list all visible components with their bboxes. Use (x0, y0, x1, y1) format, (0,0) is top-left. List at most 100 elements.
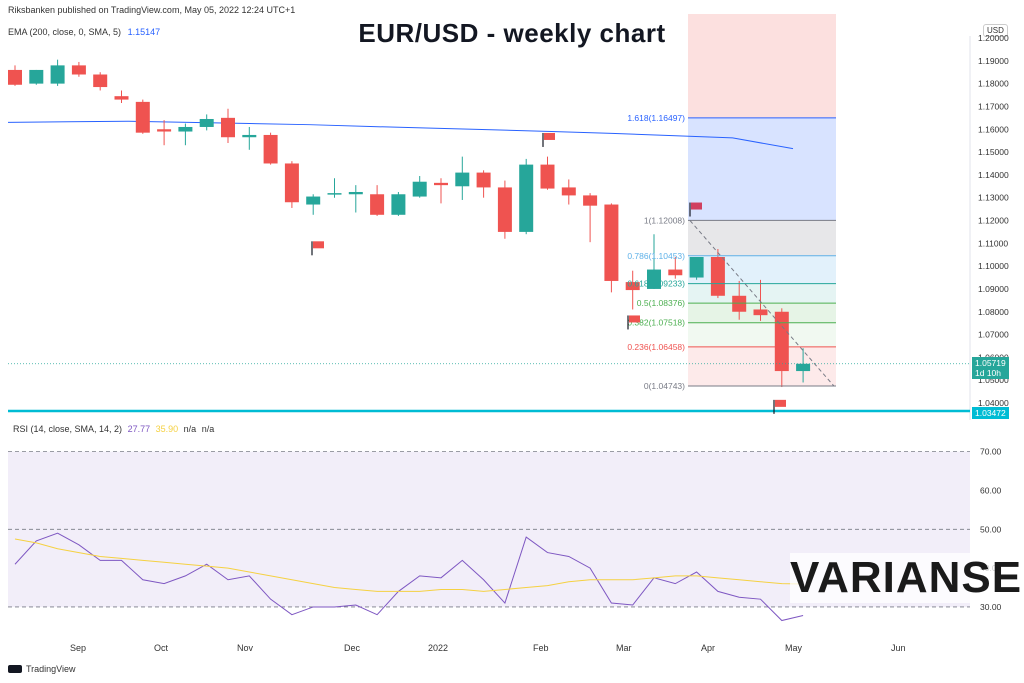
fib-level-label: 0(1.04743) (644, 381, 685, 391)
rsi-ma-value: 35.90 (155, 424, 179, 434)
candle-body (412, 181, 427, 197)
last-price-tag: 1.05719 1d 10h (972, 357, 1009, 379)
varianse-logo: VARIANSE (790, 553, 1023, 603)
x-axis-tick-label: May (785, 643, 803, 653)
candle-body (29, 69, 44, 84)
fib-zone-top (688, 14, 836, 118)
chart-title: EUR/USD - weekly chart (358, 18, 666, 48)
rsi-y-tick-label: 70.00 (980, 447, 1002, 457)
x-axis-tick-label: Sep (70, 643, 87, 653)
fib-level-label: 0.618(1.09233) (627, 279, 685, 289)
candle-body (561, 187, 576, 196)
currency-button[interactable]: USD (983, 24, 1008, 37)
fib-zone-1 (688, 220, 836, 256)
candle-body (710, 257, 725, 296)
candle-body (497, 187, 512, 232)
flag-marker (629, 315, 640, 323)
last-price-value: 1.05719 (975, 358, 1006, 368)
ema-indicator-legend[interactable]: EMA (200, close, 0, SMA, 5) 1.15147 (8, 27, 160, 37)
rsi-line (14, 532, 804, 622)
candle-body (370, 194, 385, 215)
candle-body (135, 101, 150, 133)
candle-body (455, 172, 470, 187)
candle-body (583, 195, 598, 206)
price-y-tick-label: 1.17000 (978, 101, 1009, 111)
rsi-value: 27.77 (127, 424, 151, 434)
ema-label: EMA (200, close, 0, SMA, 5) (8, 27, 122, 37)
candle-body (157, 129, 172, 132)
flag-marker (775, 399, 786, 407)
x-axis-tick-label: Dec (344, 643, 361, 653)
fib-level-label: 0.786(1.10453) (627, 251, 685, 261)
x-axis-tick-label: Mar (616, 643, 632, 653)
fib-level-label: 0.236(1.06458) (627, 342, 685, 352)
candle-body (604, 204, 619, 281)
fib-zone-2 (688, 255, 836, 284)
candle-body (327, 193, 342, 195)
x-axis-tick-label: Feb (533, 643, 549, 653)
fib-level-label: 0.5(1.08376) (637, 298, 685, 308)
price-y-tick-label: 1.18000 (978, 79, 1009, 89)
rsi-y-tick-label: 50.00 (980, 524, 1002, 534)
x-axis-tick-label: Jun (891, 643, 906, 653)
candle-body (284, 163, 299, 203)
tradingview-footer[interactable]: TradingView (8, 664, 76, 674)
candle-body (689, 257, 704, 278)
bar-countdown: 1d 10h (975, 368, 1001, 378)
flag-marker (544, 132, 555, 140)
price-y-tick-label: 1.04000 (978, 398, 1009, 408)
candle-body (476, 172, 491, 188)
price-y-tick-label: 1.19000 (978, 56, 1009, 66)
x-axis-tick-label: Apr (701, 643, 716, 653)
candle-body (647, 269, 661, 289)
candle-body (348, 191, 363, 195)
candle-body (753, 309, 768, 316)
price-y-tick-label: 1.07000 (978, 330, 1009, 340)
price-y-tick-label: 1.16000 (978, 124, 1009, 134)
price-y-tick-label: 1.10000 (978, 261, 1009, 271)
x-axis-tick-label: 2022 (428, 643, 449, 653)
candle-body (93, 74, 108, 88)
x-axis-tick-label: Nov (237, 643, 254, 653)
price-y-tick-label: 1.08000 (978, 307, 1009, 317)
candle-body (114, 96, 129, 100)
candle-body (434, 182, 448, 186)
publisher-line: Riksbanken published on TradingView.com,… (8, 5, 296, 15)
candle-body (8, 69, 22, 85)
x-axis-tick-label: Oct (154, 643, 169, 653)
fib-level-label: 0.382(1.07518) (627, 318, 685, 328)
candle-body (391, 194, 406, 215)
candle-body (774, 311, 789, 372)
candle-body (732, 295, 747, 312)
candle-body (50, 65, 65, 84)
price-chart[interactable]: 1.20000 1.19000 1.18000 1.17000 1.16000 1.150… (0, 0, 1024, 420)
price-y-tick-label: 1.13000 (978, 193, 1009, 203)
flag-marker (313, 241, 324, 249)
rsi-label: RSI (14, close, SMA, 14, 2) (13, 424, 123, 434)
rsi-na-1: n/a (183, 424, 197, 434)
rsi-na-2: n/a (201, 424, 215, 434)
price-y-tick-label: 1.09000 (978, 284, 1009, 294)
horizontal-line-tag: 1.03472 (972, 407, 1009, 419)
tradingview-logo-icon (8, 665, 22, 673)
candle-body (540, 164, 555, 189)
candle-body (242, 134, 257, 138)
candle-body (796, 363, 811, 372)
price-y-tick-label: 1.14000 (978, 170, 1009, 180)
fib-zone-5 (688, 322, 836, 347)
candle-body (263, 134, 278, 164)
price-y-tick-label: 1.15000 (978, 147, 1009, 157)
fib-zone-6 (688, 346, 836, 387)
candle-body (71, 65, 86, 75)
candle-body (668, 269, 683, 276)
candle-body (625, 282, 640, 291)
candle-body (178, 126, 193, 132)
candle-body (221, 117, 235, 138)
price-y-tick-label: 1.20000 (978, 33, 1009, 43)
fib-zone-0 (688, 117, 836, 221)
fib-zone-3 (688, 283, 836, 304)
tradingview-label: TradingView (26, 664, 76, 674)
rsi-legend[interactable]: RSI (14, close, SMA, 14, 2) 27.77 35.90 … (13, 424, 214, 434)
price-y-tick-label: 1.05000 (978, 375, 1009, 385)
